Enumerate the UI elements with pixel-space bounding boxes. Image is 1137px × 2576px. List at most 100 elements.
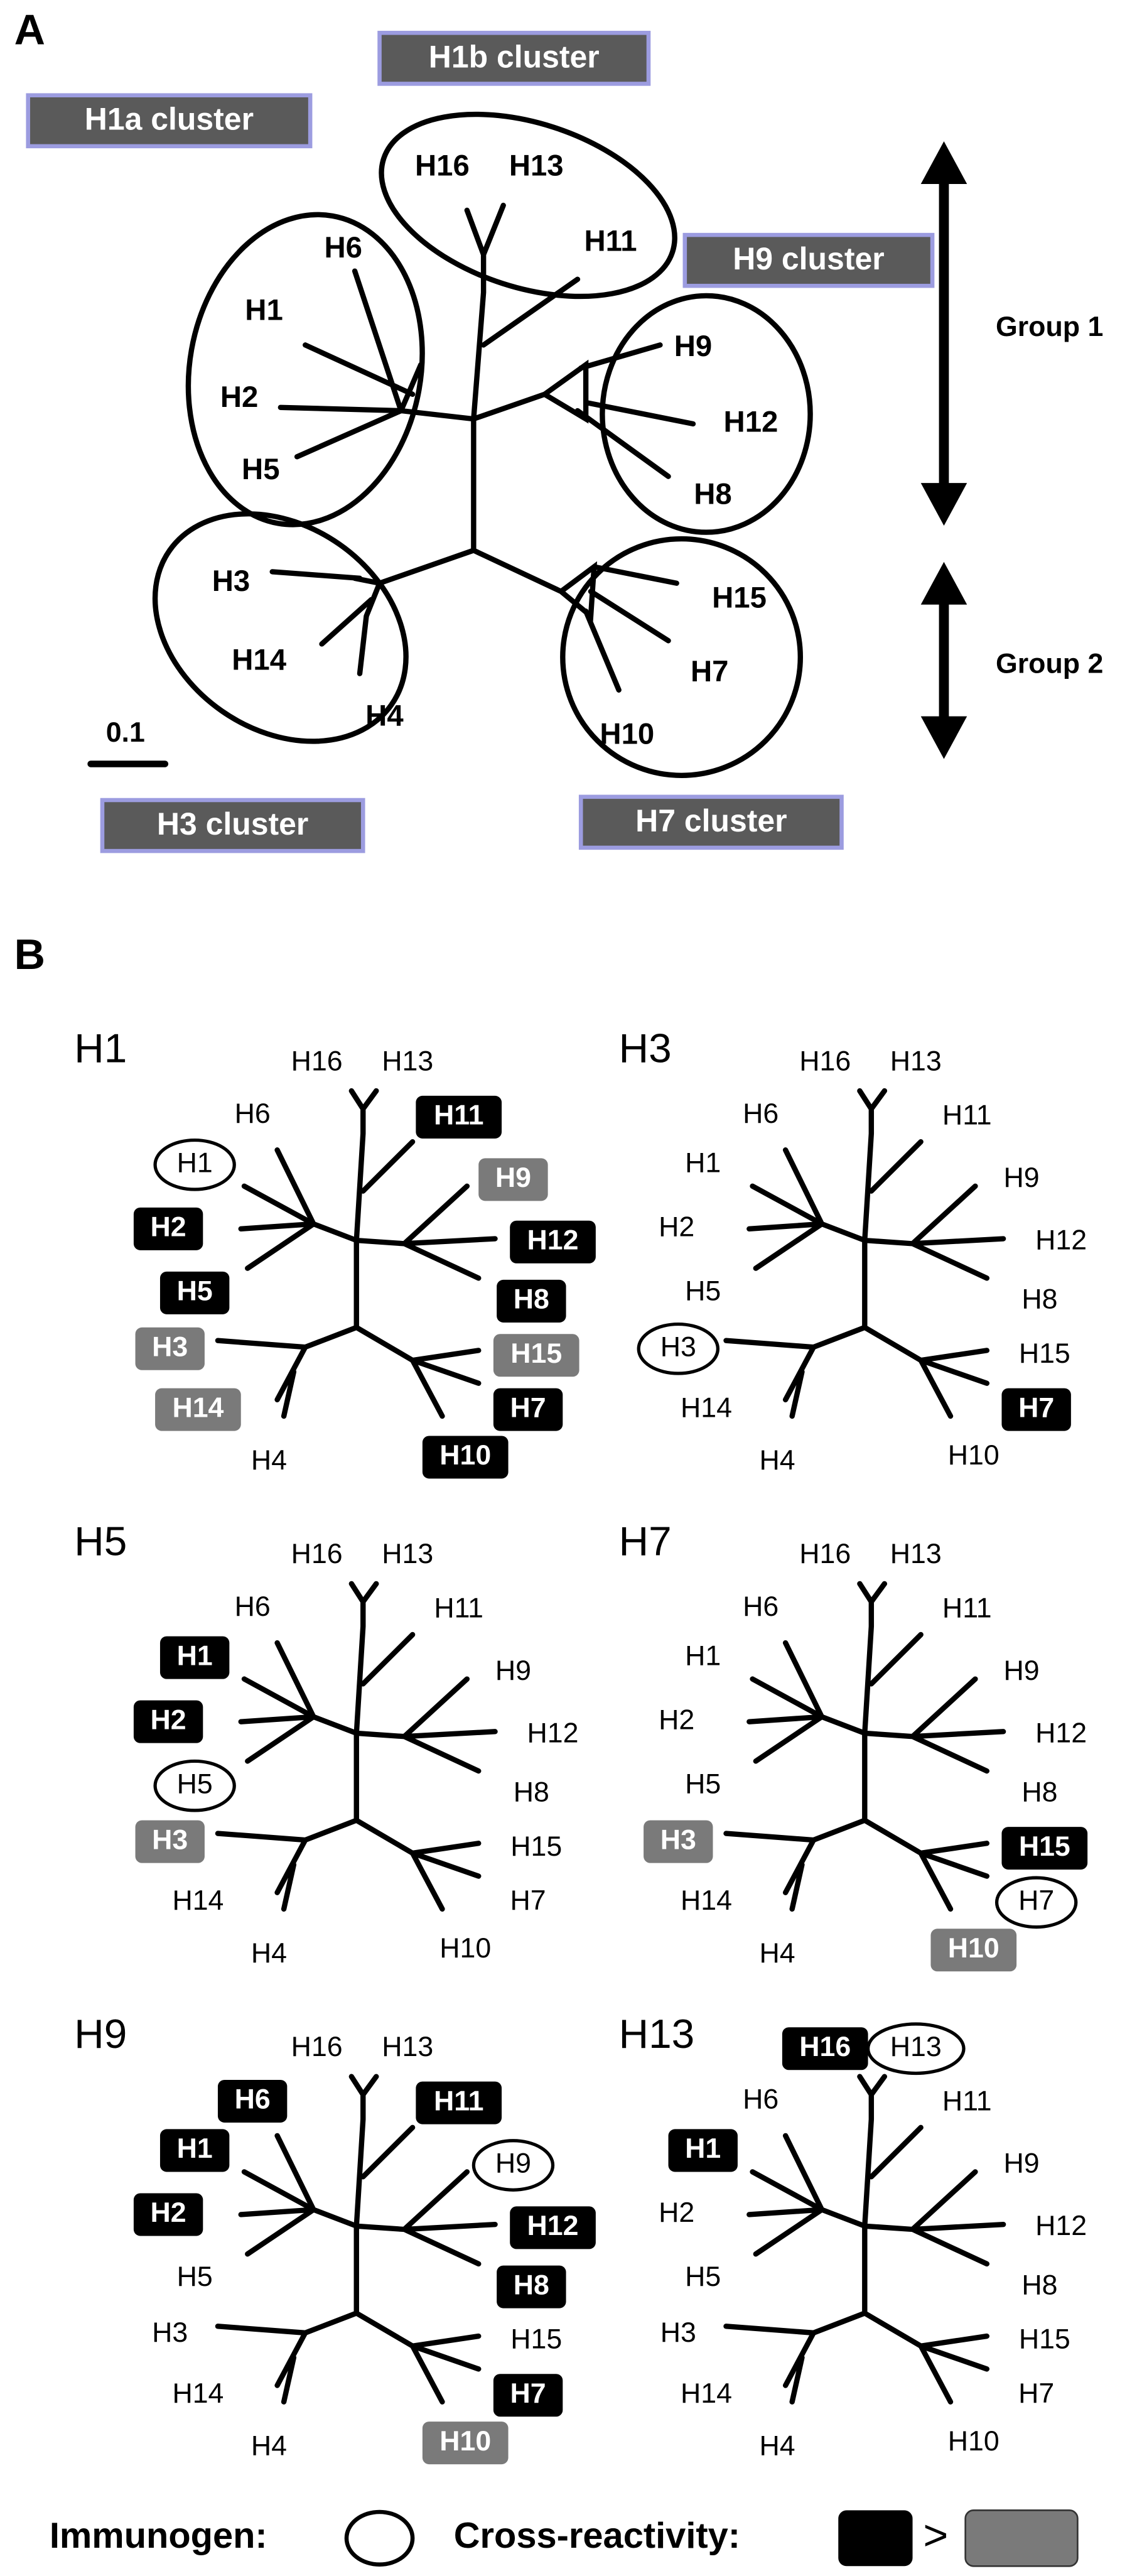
tree-branches — [723, 2074, 1006, 2405]
node-label: H10 — [439, 1440, 491, 1471]
strong-marker — [493, 1388, 563, 1431]
strong-marker — [1001, 1827, 1088, 1870]
node-label: H1 — [177, 2133, 213, 2164]
weak-marker — [493, 1334, 579, 1377]
node-label: H7 — [510, 2378, 546, 2409]
node-label: H5 — [177, 1276, 213, 1307]
node-label: H16 — [799, 2032, 851, 2062]
strong-marker — [493, 2374, 563, 2417]
legend-weak — [964, 2509, 1079, 2567]
node-label: H16 — [291, 2032, 343, 2062]
node-label: H11 — [942, 2086, 992, 2116]
tree-branches — [215, 1088, 498, 1419]
subpanel-title: H1 — [74, 1026, 127, 1071]
legend-label: Immunogen: — [50, 2516, 267, 2556]
node-label: H15 — [712, 581, 767, 614]
node-label: H16 — [415, 149, 470, 182]
node-label: H12 — [527, 2211, 579, 2241]
weak-marker — [135, 1327, 205, 1370]
node-label: H9 — [495, 2148, 531, 2179]
node-label: H6 — [743, 1098, 779, 1129]
node-label: H4 — [759, 2431, 795, 2462]
immunogen-marker — [637, 1322, 720, 1375]
weak-marker — [644, 1820, 713, 1863]
tree-b: H16 H13 H6 H11 H1 H9 H2 H12 H5 H8 H3 H15 H14 H7 H4 H10 — [133, 1539, 579, 1969]
node-label: H11 — [942, 1100, 992, 1131]
cluster-label: H9 cluster — [733, 241, 884, 276]
weak-marker — [135, 1820, 205, 1863]
tree-a — [87, 111, 949, 778]
node-label: H16 — [799, 1046, 851, 1076]
node-label: H6 — [743, 2084, 779, 2115]
node-label: H1 — [177, 1148, 213, 1179]
node-label: H9 — [1003, 1655, 1039, 1686]
tree-b: H16 H13 H6 H11 H1 H9 H2 H12 H5 H8 H3 H15 H14 H7 H4 H10 — [133, 2032, 596, 2465]
tree-branches — [215, 1581, 498, 1912]
node-label: H6 — [235, 1098, 271, 1129]
subpanel-title: H13 — [619, 2011, 695, 2057]
node-label: H7 — [510, 1885, 546, 1916]
tree-b: H16 H13 H6 H11 H1 H9 H2 H12 H5 H8 H3 H15 H14 H7 H4 H10 — [637, 1046, 1087, 1476]
node-label: H11 — [584, 225, 637, 258]
node-label: H7 — [1018, 1392, 1054, 1423]
node-label: H14 — [681, 2378, 732, 2409]
node-label: H5 — [685, 1276, 721, 1307]
node-label: H8 — [514, 2270, 549, 2300]
tree-branches — [215, 2074, 498, 2405]
node-label: H2 — [220, 381, 258, 414]
node-label: H9 — [495, 1162, 531, 1193]
tree-b: H16 H13 H6 H11 H1 H9 H2 H12 H5 H8 H3 H15 H14 H7 H4 H10 — [659, 2022, 1087, 2462]
node-label: H4 — [251, 1938, 287, 1969]
node-label: H9 — [1003, 2148, 1039, 2179]
node-label: H10 — [439, 1933, 491, 1964]
cluster-box — [100, 798, 365, 853]
panel-label: A — [14, 6, 45, 53]
node-label: H14 — [681, 1885, 732, 1916]
strong-marker — [159, 1271, 230, 1314]
node-label: H1 — [685, 1640, 721, 1671]
weak-marker — [422, 2422, 509, 2465]
node-label: H10 — [600, 718, 654, 751]
legend-immunogen — [344, 2509, 415, 2567]
node-label: H15 — [510, 1338, 562, 1369]
node-label: H11 — [434, 2086, 483, 2116]
node-label: H12 — [1035, 1718, 1087, 1748]
strong-marker — [497, 1279, 566, 1323]
node-label: H3 — [660, 2317, 696, 2348]
node-label: H8 — [694, 478, 731, 511]
node-label: H8 — [1021, 2270, 1057, 2300]
tree-b: H16 H13 H6 H11 H1 H9 H2 H12 H5 H8 H3 H15 H14 H7 H4 H10 — [133, 1046, 596, 1479]
node-label: H5 — [177, 1769, 213, 1800]
strong-marker — [422, 1436, 509, 1479]
strong-marker — [782, 2027, 868, 2070]
node-label: H3 — [660, 1332, 696, 1363]
node-label: H13 — [890, 1539, 942, 1569]
subpanel-title: H5 — [74, 1518, 127, 1564]
cluster-box — [578, 794, 844, 850]
cluster-label: H3 cluster — [157, 806, 308, 842]
node-label: H8 — [1021, 1777, 1057, 1808]
legend-strong — [838, 2510, 913, 2567]
immunogen-marker — [153, 1759, 236, 1812]
node-label: H12 — [527, 1225, 579, 1256]
node-label: H2 — [151, 1704, 186, 1735]
node-label: H14 — [232, 644, 286, 677]
node-label: H2 — [659, 2197, 694, 2228]
strong-marker — [1001, 1388, 1071, 1431]
tree-b: H16 H13 H6 H11 H1 H9 H2 H12 H5 H8 H3 H15 H14 H7 H4 H10 — [644, 1539, 1088, 1972]
node-label: H12 — [1035, 2211, 1087, 2241]
node-label: H4 — [365, 700, 403, 733]
strong-marker — [416, 2081, 502, 2124]
node-label: H8 — [514, 1284, 549, 1315]
cluster-label: H1a cluster — [85, 102, 254, 137]
node-label: H6 — [235, 1591, 271, 1622]
node-label: H5 — [242, 453, 279, 486]
node-label: H8 — [1021, 1284, 1057, 1315]
strong-marker — [416, 1095, 502, 1139]
node-label: H3 — [660, 1824, 696, 1855]
legend-label: Cross-reactivity: — [454, 2516, 740, 2556]
node-label: H6 — [235, 2084, 271, 2115]
node-label: H16 — [799, 1539, 851, 1569]
node-label: H3 — [152, 1824, 188, 1855]
node-label: H1 — [685, 1148, 721, 1179]
